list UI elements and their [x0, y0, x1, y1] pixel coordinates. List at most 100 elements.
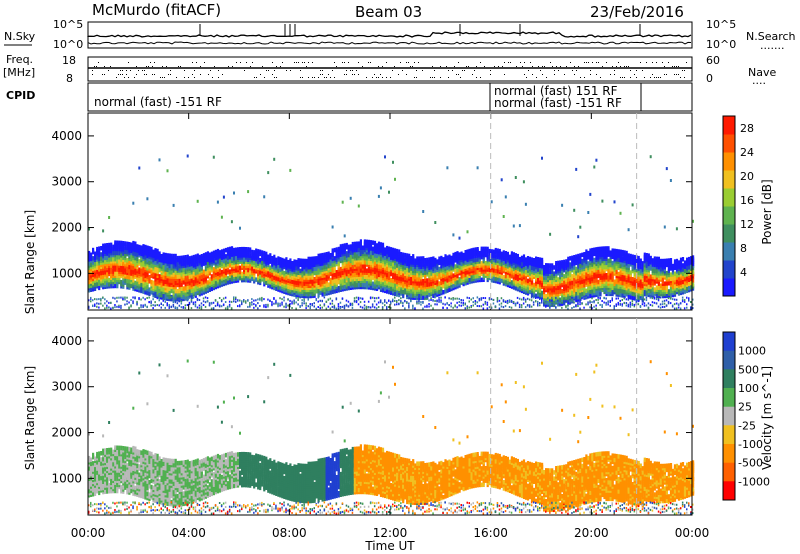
power-cell [150, 301, 152, 304]
power-cell [108, 242, 111, 248]
power-cell [547, 267, 550, 272]
power-cell [539, 298, 541, 300]
freq-dot [386, 62, 387, 63]
power-cell [375, 243, 379, 248]
nave-dot [636, 77, 637, 78]
power-cell [235, 296, 237, 299]
freq-dot [432, 66, 433, 67]
freq-dot [528, 70, 529, 71]
nave-dot [674, 74, 675, 75]
freq-dot [570, 62, 571, 63]
freq-dot [668, 62, 669, 63]
power-cell [406, 261, 409, 267]
power-cell [402, 304, 404, 307]
power-cell [482, 297, 485, 299]
power-cell [452, 252, 455, 258]
power-cell [204, 270, 207, 276]
power-cell [198, 304, 201, 307]
power-cell [394, 264, 397, 270]
power-cell [420, 289, 423, 294]
power-cell [220, 299, 223, 301]
power-cell [514, 257, 517, 262]
power-cell [321, 300, 323, 303]
power-cell [329, 302, 332, 305]
power-cell [528, 289, 532, 295]
power-cell [520, 255, 524, 261]
freq-dots [88, 62, 692, 78]
power-cell [363, 239, 366, 244]
power-cell [551, 269, 554, 274]
power-cell [216, 301, 219, 304]
nave-dot [440, 77, 441, 78]
power-cell [241, 263, 244, 268]
power-cell [176, 266, 179, 271]
power-cell [394, 296, 396, 299]
power-cell [247, 190, 250, 194]
power-cell [406, 253, 409, 258]
power-cell [551, 263, 554, 268]
power-cell [92, 299, 94, 302]
power-cell [182, 267, 185, 273]
power-cell [249, 253, 252, 259]
power-cell [204, 266, 207, 272]
power-cell [94, 303, 96, 306]
power-cell [486, 246, 489, 252]
power-cell [235, 247, 238, 252]
power-cell [331, 279, 334, 284]
freq-dot [296, 62, 297, 63]
power-cell [518, 224, 521, 228]
freq-dot [138, 70, 139, 71]
power-cell [287, 298, 289, 301]
power-cell [200, 280, 203, 286]
power-cell [406, 301, 408, 304]
power-cell [303, 300, 305, 302]
nave-dots: ···· [752, 77, 766, 90]
freq-dot [508, 62, 509, 63]
power-cell [347, 244, 350, 250]
power-cell [315, 266, 318, 271]
power-cell [267, 298, 269, 301]
nave-dot [200, 74, 201, 75]
power-cell [458, 277, 461, 282]
power-cell [251, 276, 254, 282]
power-cell [319, 290, 322, 295]
power-cell [412, 274, 415, 280]
power-cell [331, 299, 334, 302]
power-cell [386, 250, 389, 255]
power-cell [458, 301, 460, 303]
power-cell [243, 251, 246, 256]
power-cell [428, 299, 430, 302]
power-cell [259, 264, 262, 269]
power-cell [162, 264, 165, 270]
power-cell [363, 282, 366, 288]
power-cell [104, 307, 106, 310]
power-cell [464, 307, 466, 310]
power-cell [514, 286, 517, 291]
power-cell [112, 257, 115, 262]
power-cell [341, 270, 344, 276]
power-cell [96, 273, 99, 279]
power-cell [359, 305, 362, 308]
power-cell [263, 305, 265, 308]
power-cell [315, 274, 318, 280]
power-cell [478, 250, 481, 256]
power-cell [557, 289, 560, 295]
freq-dot [382, 66, 383, 67]
power-cell [261, 250, 264, 255]
freq-dot [362, 66, 363, 67]
nave-dot [274, 77, 275, 78]
power-cell [414, 295, 417, 300]
power-cell [478, 297, 481, 300]
power-cell [132, 201, 135, 205]
power-cell [190, 299, 193, 302]
power-cell [398, 249, 401, 254]
nave-dot [414, 77, 415, 78]
power-cell [458, 264, 461, 270]
power-cell [446, 166, 449, 170]
power-cell [295, 266, 298, 271]
nave-dot [164, 77, 165, 78]
power-cell [152, 280, 155, 285]
freq-dot [588, 62, 589, 63]
power-cell [496, 298, 499, 301]
power-cell [289, 264, 292, 270]
